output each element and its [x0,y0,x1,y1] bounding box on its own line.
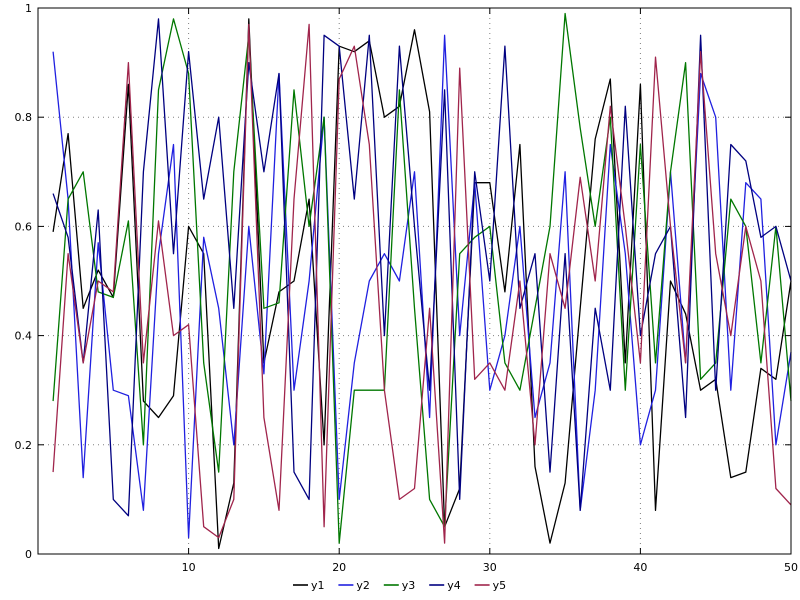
legend-label-y1: y1 [311,579,325,592]
x-axis-tick-label: 10 [182,561,196,574]
legend-label-y2: y2 [356,579,370,592]
plot-frame [37,7,792,555]
legend-item-y5: y5 [474,579,507,592]
legend: y1 y2 y3 y4 y5 [293,579,506,592]
x-axis-tick-label: 20 [332,561,346,574]
y-axis-tick-label: 0.4 [15,330,33,343]
series-y4-line [52,18,792,517]
series-y5-line [52,23,792,544]
legend-label-y5: y5 [493,579,507,592]
legend-item-y3: y3 [383,579,416,592]
y-axis-tick-label: 0.8 [15,111,33,124]
x-axis-tick-label: 40 [633,561,647,574]
y-axis-tick-label: 0.2 [15,439,33,452]
y-axis-tick-label: 0.6 [15,220,33,233]
y-axis-tick-label: 0 [25,548,32,561]
y-axis-tick-label: 1 [25,2,32,15]
legend-label-y4: y4 [447,579,461,592]
legend-item-y4: y4 [429,579,461,592]
series-y1-line [52,18,792,550]
x-axis-tick-label: 30 [483,561,497,574]
legend-item-y2: y2 [338,579,370,592]
x-axis-tick-label: 50 [784,561,798,574]
legend-label-y3: y3 [402,579,416,592]
legend-item-y1: y1 [293,579,325,592]
axis-ticks [38,7,792,555]
